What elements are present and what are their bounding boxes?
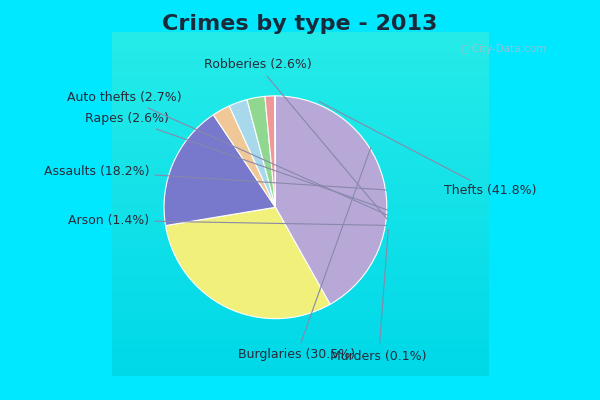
Wedge shape [247, 96, 275, 207]
Wedge shape [229, 100, 275, 207]
Text: Rapes (2.6%): Rapes (2.6%) [85, 112, 388, 210]
Text: Burglaries (30.5%): Burglaries (30.5%) [238, 148, 371, 361]
Text: Thefts (41.8%): Thefts (41.8%) [319, 101, 536, 197]
Text: Murders (0.1%): Murders (0.1%) [331, 230, 427, 363]
Wedge shape [214, 106, 275, 207]
Text: Assaults (18.2%): Assaults (18.2%) [44, 165, 386, 190]
Wedge shape [164, 115, 275, 226]
Text: Auto thefts (2.7%): Auto thefts (2.7%) [67, 91, 387, 215]
Wedge shape [275, 96, 387, 304]
Wedge shape [166, 207, 330, 319]
Text: Robberies (2.6%): Robberies (2.6%) [203, 58, 388, 219]
Text: ⓘ City-Data.com: ⓘ City-Data.com [462, 44, 546, 54]
Text: Arson (1.4%): Arson (1.4%) [68, 214, 386, 227]
Text: Crimes by type - 2013: Crimes by type - 2013 [163, 14, 437, 34]
Wedge shape [265, 96, 275, 207]
